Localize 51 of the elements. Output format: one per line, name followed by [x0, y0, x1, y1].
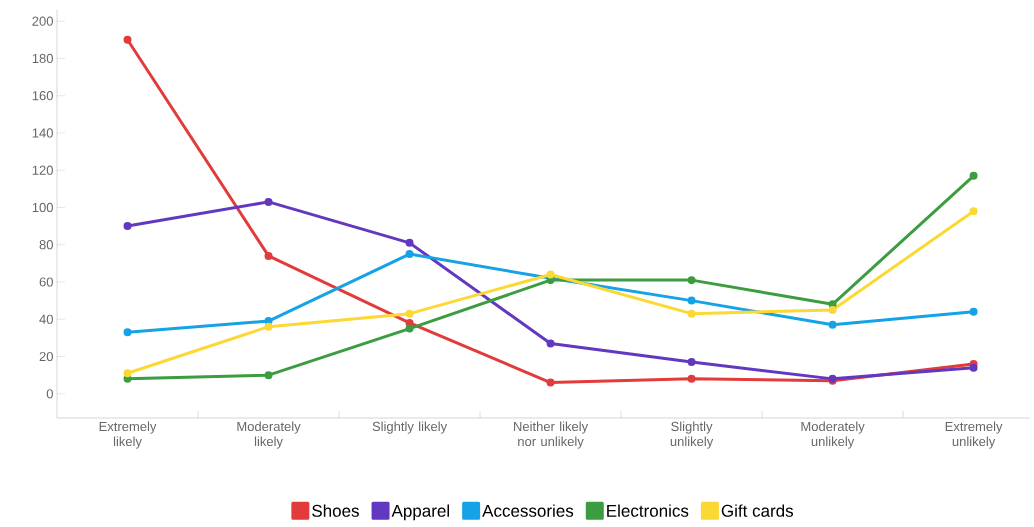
point	[546, 339, 555, 348]
point	[687, 374, 696, 383]
point	[969, 307, 978, 316]
legend-label: Gift cards	[721, 504, 794, 517]
x-tick-label: Neither likely nor unlikely	[514, 421, 589, 449]
y-tick-label: 20	[39, 351, 53, 362]
point	[264, 371, 273, 380]
y-tick-label: 60	[39, 277, 53, 287]
point	[828, 305, 837, 314]
point	[546, 270, 555, 279]
x-tick-label: Moderately unlikely	[801, 421, 865, 449]
legend-label: Accessories	[482, 504, 574, 517]
y-tick-label: 200	[32, 16, 53, 26]
point	[969, 171, 978, 180]
x-tick-label: Extremely likely	[99, 421, 157, 449]
point	[123, 35, 132, 44]
legend-label: Shoes	[312, 504, 359, 517]
y-tick-label: 120	[32, 165, 53, 175]
x-tick-label: Extremely unlikely	[945, 421, 1003, 449]
point	[828, 320, 837, 329]
legend-label: Electronics	[607, 504, 689, 517]
point	[687, 276, 696, 285]
y-tick-label: 0	[46, 389, 53, 399]
x-tick-label: Slightly unlikely	[670, 421, 714, 449]
point	[828, 300, 837, 309]
point	[405, 309, 414, 318]
point	[264, 197, 273, 206]
point	[405, 250, 414, 259]
point	[687, 358, 696, 367]
point	[405, 324, 414, 333]
x-tick-label: Moderately likely	[237, 421, 301, 449]
point	[123, 222, 132, 231]
point	[264, 251, 273, 260]
y-tick-label: 80	[39, 240, 53, 250]
point	[546, 378, 555, 387]
point	[687, 296, 696, 305]
point	[687, 309, 696, 318]
legend-label: Apparel	[391, 504, 449, 521]
point	[405, 238, 414, 247]
point	[969, 207, 978, 216]
point	[264, 322, 273, 331]
y-tick-label: 100	[32, 202, 53, 213]
point	[123, 369, 132, 378]
x-tick-label: Slightly likely	[372, 421, 448, 434]
point	[969, 363, 978, 372]
y-tick-label: 40	[39, 314, 53, 324]
y-tick-label: 160	[32, 91, 53, 101]
y-tick-label: 140	[32, 128, 53, 138]
point	[123, 328, 132, 337]
point	[405, 318, 414, 327]
y-tick-label: 180	[32, 53, 53, 64]
